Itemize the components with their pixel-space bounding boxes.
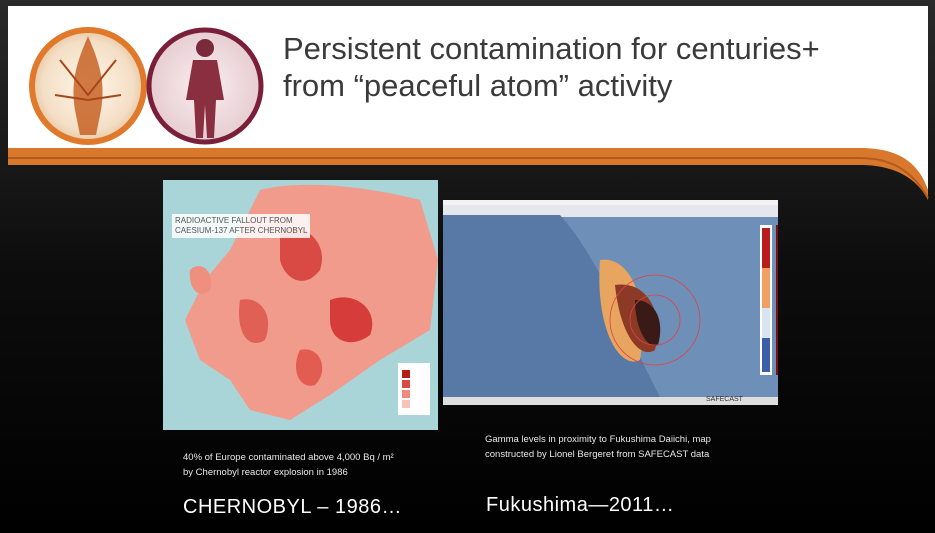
panel-heading: CHERNOBYL – 1986… xyxy=(183,496,402,518)
caption: 40% of Europe contaminated above 4,000 B… xyxy=(183,450,394,480)
chernobyl-map xyxy=(163,180,438,430)
caption-line: 40% of Europe contaminated above 4,000 B… xyxy=(183,452,394,463)
fukushima-map xyxy=(443,200,778,405)
map-label-line: CAESIUM-137 AFTER CHERNOBYL xyxy=(175,226,308,235)
map-label: SAFECAST xyxy=(706,396,743,403)
title-line: from “peaceful atom” activity xyxy=(283,68,673,103)
map-label: RADIOACTIVE FALLOUT FROM CAESIUM-137 AFT… xyxy=(172,214,311,238)
title-line: Persistent contamination for centuries+ xyxy=(283,31,820,66)
caption-line: by Chernobyl reactor explosion in 1986 xyxy=(183,467,348,478)
slide-title: Persistent contamination for centuries+ … xyxy=(283,30,820,104)
map-label-line: RADIOACTIVE FALLOUT FROM xyxy=(175,216,293,225)
caption-line: constructed by Lionel Bergeret from SAFE… xyxy=(485,449,710,460)
caption: Gamma levels in proximity to Fukushima D… xyxy=(485,432,711,462)
panel-heading: Fukushima—2011… xyxy=(486,494,675,516)
caption-line: Gamma levels in proximity to Fukushima D… xyxy=(485,434,711,445)
